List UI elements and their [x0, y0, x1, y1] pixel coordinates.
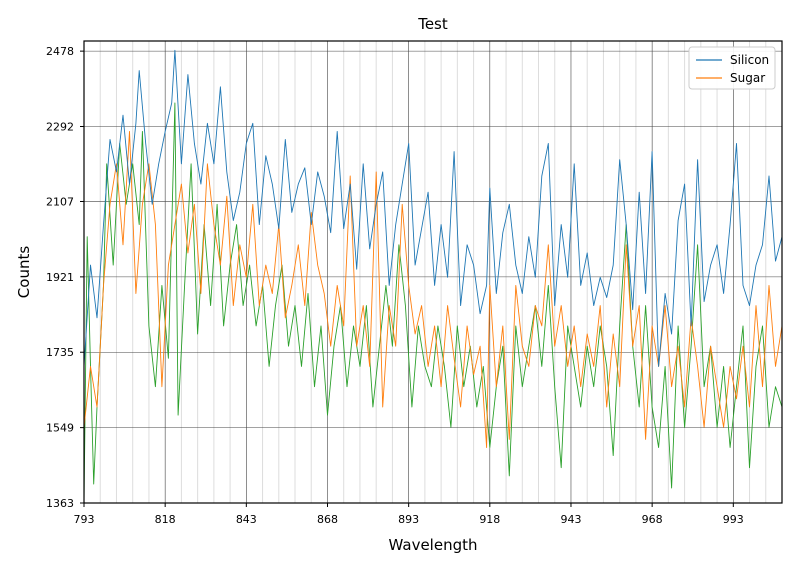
legend: Silicon Sugar [688, 46, 776, 90]
legend-label: Sugar [730, 71, 765, 85]
y-tick-label: 1363 [46, 497, 74, 510]
y-tick-label: 1735 [46, 346, 74, 359]
x-tick-label: 993 [723, 513, 744, 526]
series-line-silicon [83, 49, 783, 367]
grid [83, 41, 782, 504]
plot-area [84, 41, 782, 503]
legend-label: Silicon [730, 53, 769, 67]
x-axis: 793 818 843 868 893 918 943 968 993 [74, 503, 744, 526]
plot-frame [83, 40, 783, 504]
x-tick-label: 968 [642, 513, 663, 526]
y-tick-label: 1549 [46, 422, 74, 435]
chart-title: Test [417, 15, 448, 33]
x-tick-label: 843 [236, 513, 257, 526]
x-tick-label: 818 [155, 513, 176, 526]
series-group [83, 49, 783, 504]
x-tick-label: 943 [560, 513, 581, 526]
y-tick-label: 2292 [46, 121, 74, 134]
x-tick-label: 868 [317, 513, 338, 526]
y-tick-label: 2107 [46, 195, 74, 208]
y-tick-label: 2478 [46, 45, 74, 58]
series-line-unnamed [83, 102, 783, 504]
y-tick-label: 1921 [46, 271, 74, 284]
x-axis-title: Wavelength [389, 536, 478, 554]
y-axis: 1363 1549 1735 1921 2107 2292 2478 [46, 45, 84, 510]
x-tick-label: 893 [398, 513, 419, 526]
x-tick-label: 918 [479, 513, 500, 526]
series-line-sugar [83, 130, 783, 448]
y-axis-title: Counts [15, 246, 33, 299]
x-tick-label: 793 [74, 513, 95, 526]
